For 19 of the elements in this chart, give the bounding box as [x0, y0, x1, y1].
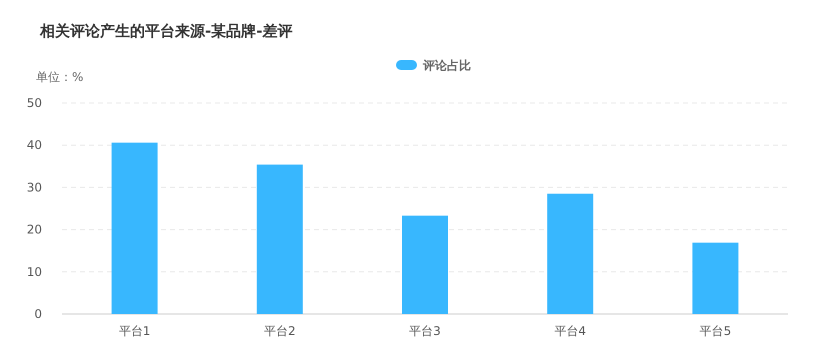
bar	[112, 142, 158, 314]
y-tick-label: 40	[26, 138, 42, 152]
x-tick-label: 平台3	[409, 324, 441, 338]
bar	[547, 194, 594, 314]
y-axis-title: 单位：%	[36, 70, 84, 84]
x-tick-label: 平台1	[118, 324, 150, 338]
chart-title: 相关评论产生的平台来源-某品牌-差评	[39, 22, 292, 40]
bar	[692, 242, 738, 314]
y-tick-label: 0	[34, 307, 42, 321]
y-tick-label: 20	[26, 222, 42, 237]
y-tick-label: 30	[26, 180, 42, 194]
bar	[402, 216, 448, 314]
y-tick-label: 10	[26, 264, 42, 279]
x-tick-label: 平台2	[264, 324, 296, 338]
bar	[256, 164, 303, 314]
x-tick-label: 平台5	[700, 324, 732, 338]
legend-label: 评论占比	[422, 58, 471, 72]
x-tick-label: 平台4	[554, 324, 586, 338]
y-tick-label: 50	[26, 96, 42, 110]
